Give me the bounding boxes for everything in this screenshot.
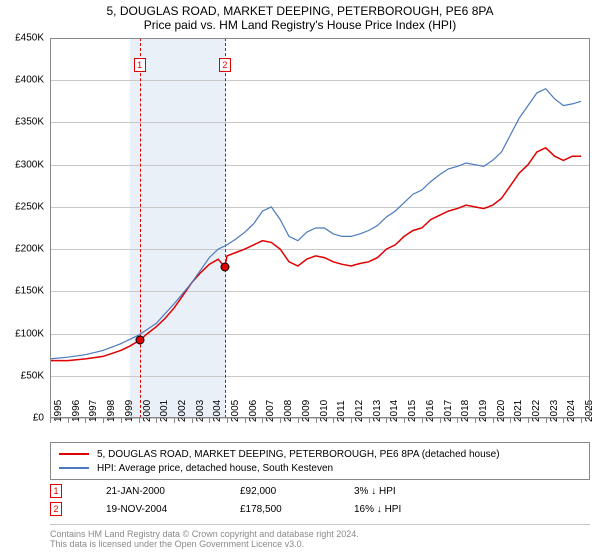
x-tick-mark: [369, 418, 370, 423]
y-tick-label: £250K: [0, 201, 44, 212]
footer-line-2: This data is licensed under the Open Gov…: [50, 539, 590, 549]
x-tick-mark: [351, 418, 352, 423]
legend-row: HPI: Average price, detached house, Sout…: [59, 461, 581, 475]
x-tick-mark: [262, 418, 263, 423]
x-tick-mark: [546, 418, 547, 423]
event-row: 2 19-NOV-2004 £178,500 16% ↓ HPI: [50, 500, 590, 518]
x-tick-mark: [457, 418, 458, 423]
y-tick-label: £150K: [0, 286, 44, 297]
x-tick-mark: [50, 418, 51, 423]
x-tick-mark: [493, 418, 494, 423]
x-tick-mark: [528, 418, 529, 423]
y-tick-label: £200K: [0, 244, 44, 255]
x-tick-mark: [121, 418, 122, 423]
event-id-box: 1: [50, 484, 62, 498]
x-tick-mark: [422, 418, 423, 423]
x-tick-mark: [333, 418, 334, 423]
y-tick-label: £0: [0, 413, 44, 424]
x-tick-mark: [510, 418, 511, 423]
x-tick-mark: [440, 418, 441, 423]
y-tick-label: £400K: [0, 75, 44, 86]
y-tick-label: £100K: [0, 328, 44, 339]
event-id-box: 2: [50, 502, 62, 516]
x-tick-mark: [316, 418, 317, 423]
event-price: £178,500: [240, 504, 330, 515]
legend-label: HPI: Average price, detached house, Sout…: [97, 463, 333, 474]
x-tick-mark: [139, 418, 140, 423]
footer-attribution: Contains HM Land Registry data © Crown c…: [50, 524, 590, 549]
x-tick-mark: [475, 418, 476, 423]
title-line-2: Price paid vs. HM Land Registry's House …: [0, 18, 600, 32]
event-date: 21-JAN-2000: [106, 486, 216, 497]
events-table: 1 21-JAN-2000 £92,000 3% ↓ HPI 2 19-NOV-2004 £…: [50, 482, 590, 518]
legend-swatch: [59, 453, 89, 455]
title-line-1: 5, DOUGLAS ROAD, MARKET DEEPING, PETERBO…: [0, 4, 600, 18]
x-tick-mark: [298, 418, 299, 423]
event-row: 1 21-JAN-2000 £92,000 3% ↓ HPI: [50, 482, 590, 500]
event-marker-1: 1: [134, 58, 146, 72]
legend-label: 5, DOUGLAS ROAD, MARKET DEEPING, PETERBO…: [97, 449, 500, 460]
plot-border: [50, 38, 590, 418]
x-tick-mark: [563, 418, 564, 423]
x-tick-mark: [581, 418, 582, 423]
plot-area: £0£50K£100K£150K£200K£250K£300K£350K£400…: [50, 38, 590, 418]
x-tick-mark: [245, 418, 246, 423]
event-marker-2: 2: [219, 58, 231, 72]
x-tick-mark: [192, 418, 193, 423]
event-date: 19-NOV-2004: [106, 504, 216, 515]
x-tick-mark: [227, 418, 228, 423]
event-pct: 3% ↓ HPI: [354, 486, 414, 497]
x-tick-mark: [386, 418, 387, 423]
event-price: £92,000: [240, 486, 330, 497]
legend-row: 5, DOUGLAS ROAD, MARKET DEEPING, PETERBO…: [59, 447, 581, 461]
legend-swatch: [59, 467, 89, 469]
y-tick-label: £50K: [0, 370, 44, 381]
x-tick-mark: [209, 418, 210, 423]
x-tick-mark: [103, 418, 104, 423]
y-tick-label: £300K: [0, 159, 44, 170]
y-tick-label: £450K: [0, 33, 44, 44]
footer-line-1: Contains HM Land Registry data © Crown c…: [50, 529, 590, 539]
x-tick-mark: [404, 418, 405, 423]
y-tick-label: £350K: [0, 117, 44, 128]
event-pct: 16% ↓ HPI: [354, 504, 414, 515]
x-tick-mark: [280, 418, 281, 423]
chart-container: 5, DOUGLAS ROAD, MARKET DEEPING, PETERBO…: [0, 0, 600, 560]
x-tick-mark: [68, 418, 69, 423]
x-tick-mark: [156, 418, 157, 423]
x-tick-mark: [85, 418, 86, 423]
legend-box: 5, DOUGLAS ROAD, MARKET DEEPING, PETERBO…: [50, 442, 590, 480]
title-block: 5, DOUGLAS ROAD, MARKET DEEPING, PETERBO…: [0, 0, 600, 32]
x-tick-mark: [174, 418, 175, 423]
